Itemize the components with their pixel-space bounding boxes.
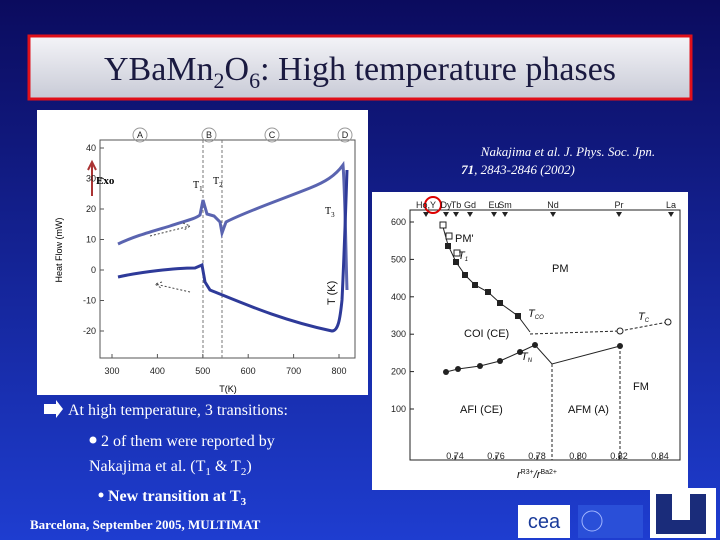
x-tick-label: 700	[286, 366, 301, 376]
right-figure: T (K) rR3+/rBa2+ PM' PM COI (CE) AFI (CE…	[326, 192, 688, 490]
y-tick-label: 20	[86, 204, 96, 214]
annotation: T2	[213, 176, 223, 189]
open-points	[439, 221, 672, 335]
axes-frame	[99, 139, 356, 359]
x-tick-label: 400	[150, 366, 165, 376]
figure-bg	[372, 192, 688, 490]
marker	[264, 127, 280, 143]
element-marker	[453, 212, 459, 217]
transition-label: TN	[521, 351, 533, 364]
element-marker	[443, 212, 449, 217]
y-tick-label: 500	[391, 254, 406, 264]
marker	[201, 127, 217, 143]
element-label: Tb	[451, 200, 462, 210]
title: YBaMn2O6: High temperature phases	[104, 51, 616, 93]
bullet-arrow	[44, 400, 63, 418]
y-tick-label: 100	[391, 404, 406, 414]
x-tick-label: 800	[331, 366, 346, 376]
left-figure: Exo Heat Flow (mW) T(K) T1 T2 T3 40 30 20 1…	[37, 110, 368, 395]
logo-text: cea	[528, 511, 561, 533]
y-axis-label: Heat Flow (mW)	[54, 217, 64, 282]
x-axis-label: T(K)	[219, 384, 237, 394]
element-marker	[668, 212, 674, 217]
marker-label: C	[269, 130, 276, 140]
axes-frame	[409, 209, 681, 461]
logo-mark	[656, 494, 706, 534]
transition-label: T1	[458, 250, 468, 263]
element-label: Nd	[547, 200, 559, 210]
element-marker	[423, 212, 429, 217]
phase-label: PM	[552, 263, 569, 275]
element-label: Ho,Y	[416, 200, 436, 210]
marker-label: A	[137, 130, 143, 140]
element-label: Eu	[488, 200, 499, 210]
element-label: La	[666, 200, 676, 210]
bullet-dot	[98, 492, 104, 498]
element-label: Gd	[464, 200, 476, 210]
y-tick-label: 300	[391, 329, 406, 339]
highlight	[424, 196, 442, 214]
line	[445, 344, 621, 373]
citation: 71, 2843-2846 (2002)	[461, 162, 575, 177]
y-tick-label: 200	[391, 367, 406, 377]
y-tick-label: 0	[91, 265, 96, 275]
y-tick-label: 10	[86, 235, 96, 245]
logo-mark	[581, 510, 603, 532]
citation: Nakajima et al. J. Phys. Soc. Jpn.	[480, 144, 655, 159]
phase-label: FM	[633, 381, 649, 393]
phase-label: AFI (CE)	[460, 404, 503, 416]
y-axis-label: T (K)	[326, 281, 338, 305]
phase-label: AFM (A)	[568, 404, 609, 416]
element-marker	[502, 212, 508, 217]
element-marker	[467, 212, 473, 217]
phase-label: COI (CE)	[464, 328, 509, 340]
arrow	[149, 222, 192, 237]
bullet-text: New transition at T3	[108, 488, 247, 508]
arrow	[153, 281, 191, 293]
annotation: T3	[325, 206, 335, 219]
y-tick-label: -20	[83, 326, 96, 336]
bullet-text: 2 of them were reported by	[101, 433, 275, 450]
element-marker	[616, 212, 622, 217]
title-box	[27, 34, 693, 101]
phase-label: PM'	[455, 233, 474, 245]
bullet-text: Nakajima et al. (T1 & T2)	[89, 458, 252, 478]
marker-label: B	[206, 130, 212, 140]
element-label: Pr	[615, 200, 624, 210]
heating-curve	[117, 160, 349, 291]
y-tick-label: -10	[83, 296, 96, 306]
footer: Barcelona, September 2005, MULTIMAT	[30, 517, 261, 532]
element-marker	[491, 212, 497, 217]
x-tick-label: 600	[241, 366, 256, 376]
x-axis-label: rR3+/rBa2+	[517, 469, 557, 481]
marker	[337, 127, 353, 143]
bullet-text: At high temperature, 3 transitions:	[68, 402, 288, 419]
element-label: Sm	[498, 200, 512, 210]
y-tick-label: 30	[86, 174, 96, 184]
bullet-dot	[89, 436, 97, 444]
element-marker	[550, 212, 556, 217]
y-tick-label: 400	[391, 292, 406, 302]
exo-label: Exo	[96, 175, 115, 187]
x-tick-label: 500	[195, 366, 210, 376]
x-tick-label: 300	[104, 366, 119, 376]
points	[443, 243, 623, 375]
logo	[518, 505, 570, 538]
transition-label: TCO	[528, 308, 544, 321]
element-label: Dy	[441, 200, 452, 210]
cooling-curve	[117, 169, 349, 333]
annotation: T1	[193, 180, 203, 193]
transition-label: TC	[638, 311, 650, 324]
y-tick-label: 40	[86, 143, 96, 153]
marker-label: D	[342, 130, 349, 140]
logo	[578, 505, 643, 538]
y-tick-label: 600	[391, 217, 406, 227]
exo-arrow	[87, 159, 97, 196]
marker	[132, 127, 148, 143]
